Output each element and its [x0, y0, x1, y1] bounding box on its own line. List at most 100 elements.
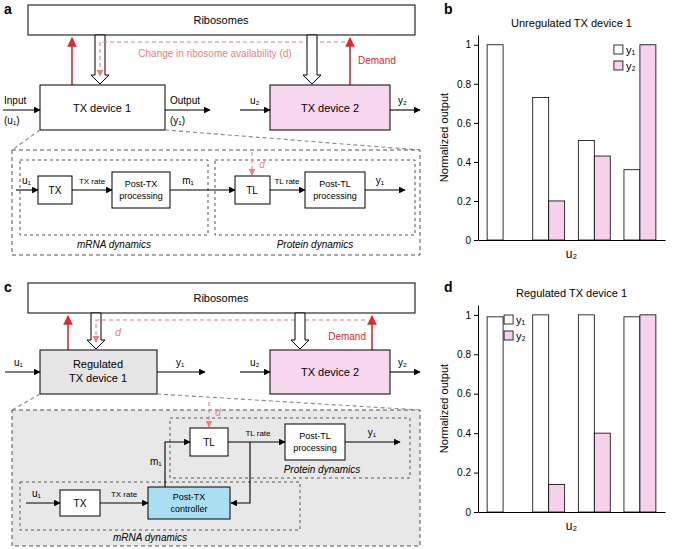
protein-box	[170, 418, 410, 478]
device-box	[270, 350, 390, 394]
bar	[503, 240, 519, 241]
tl-box	[190, 428, 228, 456]
device-box	[40, 350, 157, 394]
tick-mark	[474, 84, 478, 85]
axis-line	[478, 36, 479, 241]
label: Demand	[328, 331, 366, 342]
tick: 0.6	[457, 118, 478, 129]
supply-arrow	[303, 35, 321, 84]
label: y₂	[398, 357, 407, 368]
ribosomes-box	[28, 5, 415, 35]
axis-line	[479, 240, 666, 241]
label: mRNA dynamics	[113, 532, 187, 543]
label: TX device 1	[73, 102, 131, 114]
tick-label: 0.8	[457, 79, 471, 90]
axis-line	[478, 306, 479, 513]
label: Post-TL	[319, 179, 351, 189]
label: Change in ribosome availability (d)	[138, 48, 291, 59]
tick-mark	[474, 315, 478, 316]
mrna-box	[20, 160, 208, 235]
bar	[578, 140, 594, 240]
tick-label: 0.6	[457, 118, 471, 129]
label: TX rate	[79, 177, 106, 186]
legend-label: y₂	[626, 60, 636, 72]
label: y₁	[176, 357, 185, 368]
availability-arrow	[208, 402, 209, 427]
tx-box	[60, 490, 100, 516]
legend-label: y₁	[626, 44, 636, 56]
zoom-line	[157, 394, 420, 410]
tick-label: 0.4	[457, 428, 471, 439]
arrow	[165, 109, 210, 110]
tick-label: 1	[465, 310, 471, 321]
label: u₁	[14, 357, 24, 368]
label: controller	[170, 504, 207, 514]
label: y₁	[376, 175, 385, 186]
arrow	[240, 109, 270, 110]
post-tl-box	[305, 172, 365, 208]
label: u₂	[250, 357, 260, 368]
availability-arrow	[96, 320, 365, 342]
ribosomes-box	[28, 283, 415, 313]
tick: 0.4	[457, 157, 478, 168]
bar	[503, 512, 519, 513]
device-box	[270, 85, 390, 130]
arrow	[390, 371, 420, 372]
supply-arrow	[291, 313, 309, 349]
tick-mark	[474, 394, 478, 395]
legend-swatch	[504, 331, 513, 340]
label: m₁	[182, 175, 194, 186]
axis-line	[479, 512, 666, 513]
legend: y₁y₂	[504, 314, 526, 342]
x-axis	[479, 240, 666, 242]
label: Demand	[358, 55, 396, 66]
detail-box	[12, 150, 420, 255]
arrow	[240, 371, 270, 372]
bar	[487, 317, 503, 512]
legend-swatch	[614, 61, 623, 70]
axis-title: u₂	[566, 519, 578, 533]
label: TX device 1	[69, 372, 127, 384]
legend-label: y₂	[516, 330, 526, 342]
bar	[487, 45, 503, 240]
panel-label: c	[4, 279, 12, 295]
tick-mark	[474, 433, 478, 434]
figure: abcdRibosomesChange in ribosome availabi…	[0, 0, 685, 549]
arrow	[345, 441, 400, 442]
demand-arrow	[67, 316, 69, 350]
bar	[594, 433, 610, 512]
arrow	[5, 371, 40, 372]
tick-mark	[474, 162, 478, 163]
label: Input	[4, 95, 26, 106]
bar	[640, 45, 656, 240]
tick-label: 0.6	[457, 388, 471, 399]
x-axis	[479, 512, 666, 514]
legend-swatch	[614, 45, 623, 54]
tick: 0.8	[457, 349, 478, 360]
tick-mark	[474, 240, 478, 241]
bar	[533, 97, 549, 240]
label: y₂	[398, 95, 407, 106]
label: u₁	[22, 175, 32, 186]
tick-label: 0	[465, 507, 471, 518]
arrow	[365, 189, 405, 190]
tick: 0	[465, 507, 478, 518]
arrow	[100, 502, 148, 503]
availability-arrow	[251, 152, 252, 175]
tick-mark	[474, 201, 478, 202]
tick: 0.2	[457, 196, 478, 207]
label: mRNA dynamics	[77, 239, 151, 250]
protein-box	[215, 160, 415, 235]
zoom-line	[165, 130, 420, 150]
bar	[549, 201, 565, 240]
label: TL rate	[245, 429, 271, 438]
label: (u₁)	[4, 115, 20, 126]
label: TX device 2	[301, 102, 359, 114]
tick-label: 0.2	[457, 196, 471, 207]
bar-chart: 00.20.40.60.81Regulated TX device 1u₂Nor…	[438, 287, 666, 533]
chart-title: Unregulated TX device 1	[511, 17, 632, 29]
axis-title: Normalized output	[438, 364, 450, 453]
y-axis: 00.20.40.60.81	[457, 306, 478, 518]
y-axis: 00.20.40.60.81	[457, 36, 478, 246]
tx-box	[38, 176, 72, 204]
